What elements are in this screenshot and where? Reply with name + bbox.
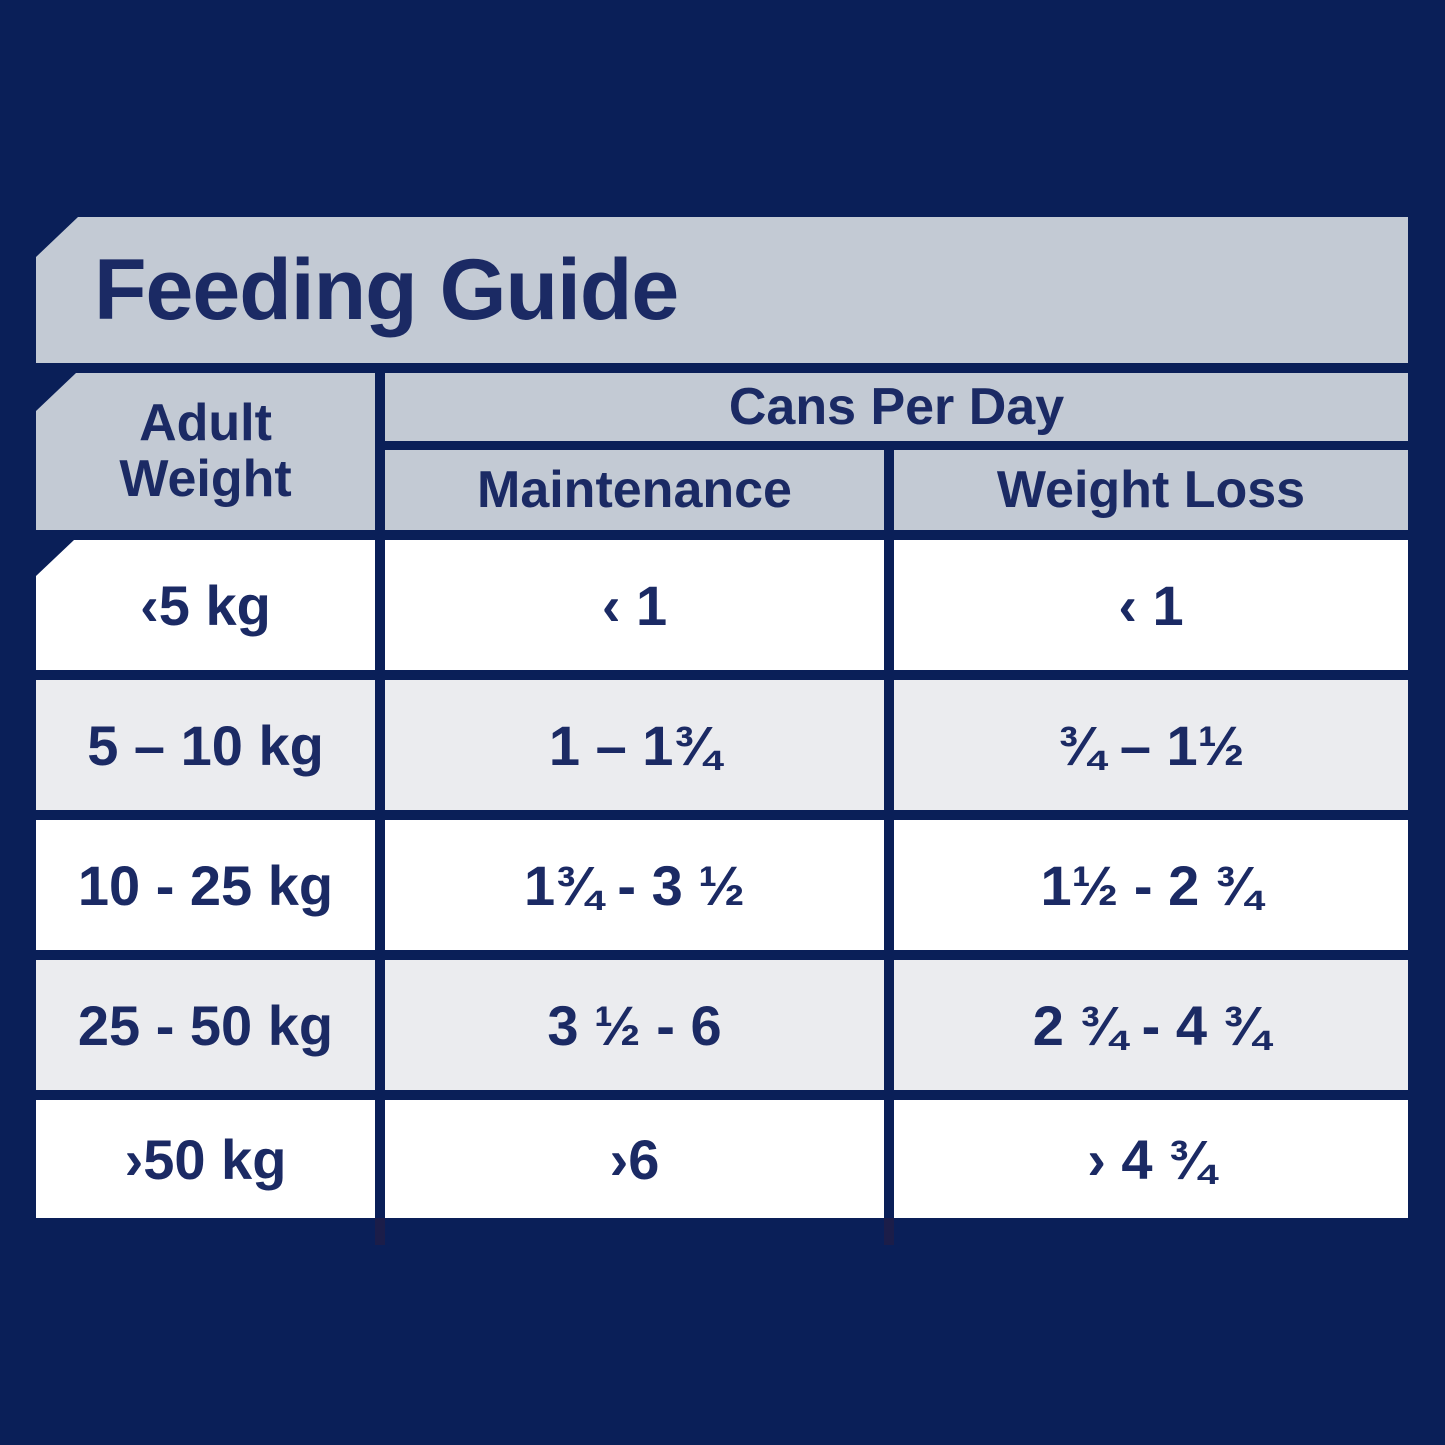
divider-stub-right <box>884 1218 894 1245</box>
cell-weight-loss-row4: 2 ¾ - 4 ¾ <box>894 960 1408 1090</box>
cell-weight-loss-row3: 1½ - 2 ¾ <box>894 820 1408 950</box>
cell-weight-row4: 25 - 50 kg <box>36 960 375 1090</box>
cell-weight-row2: 5 – 10 kg <box>36 680 375 810</box>
cell-maintenance-row5: ›6 <box>385 1100 884 1218</box>
header-cans-per-day: Cans Per Day <box>385 373 1408 441</box>
cell-maintenance-row3: 1¾ - 3 ½ <box>385 820 884 950</box>
divider-stub-left <box>375 1218 385 1245</box>
cell-maintenance-row4: 3 ½ - 6 <box>385 960 884 1090</box>
cell-maintenance-row2: 1 – 1¾ <box>385 680 884 810</box>
cell-weight-row1: ‹5 kg <box>36 540 375 670</box>
cell-weight-loss-row2: ¾ – 1½ <box>894 680 1408 810</box>
page-title: Feeding Guide <box>36 217 1408 363</box>
cell-weight-loss-row5: › 4 ¾ <box>894 1100 1408 1218</box>
header-adult-weight: Adult Weight <box>36 373 375 530</box>
cell-maintenance-row1: ‹ 1 <box>385 540 884 670</box>
header-maintenance: Maintenance <box>385 450 884 530</box>
cell-weight-row3: 10 - 25 kg <box>36 820 375 950</box>
cell-weight-row5: ›50 kg <box>36 1100 375 1218</box>
header-weight-loss: Weight Loss <box>894 450 1408 530</box>
cell-weight-loss-row1: ‹ 1 <box>894 540 1408 670</box>
